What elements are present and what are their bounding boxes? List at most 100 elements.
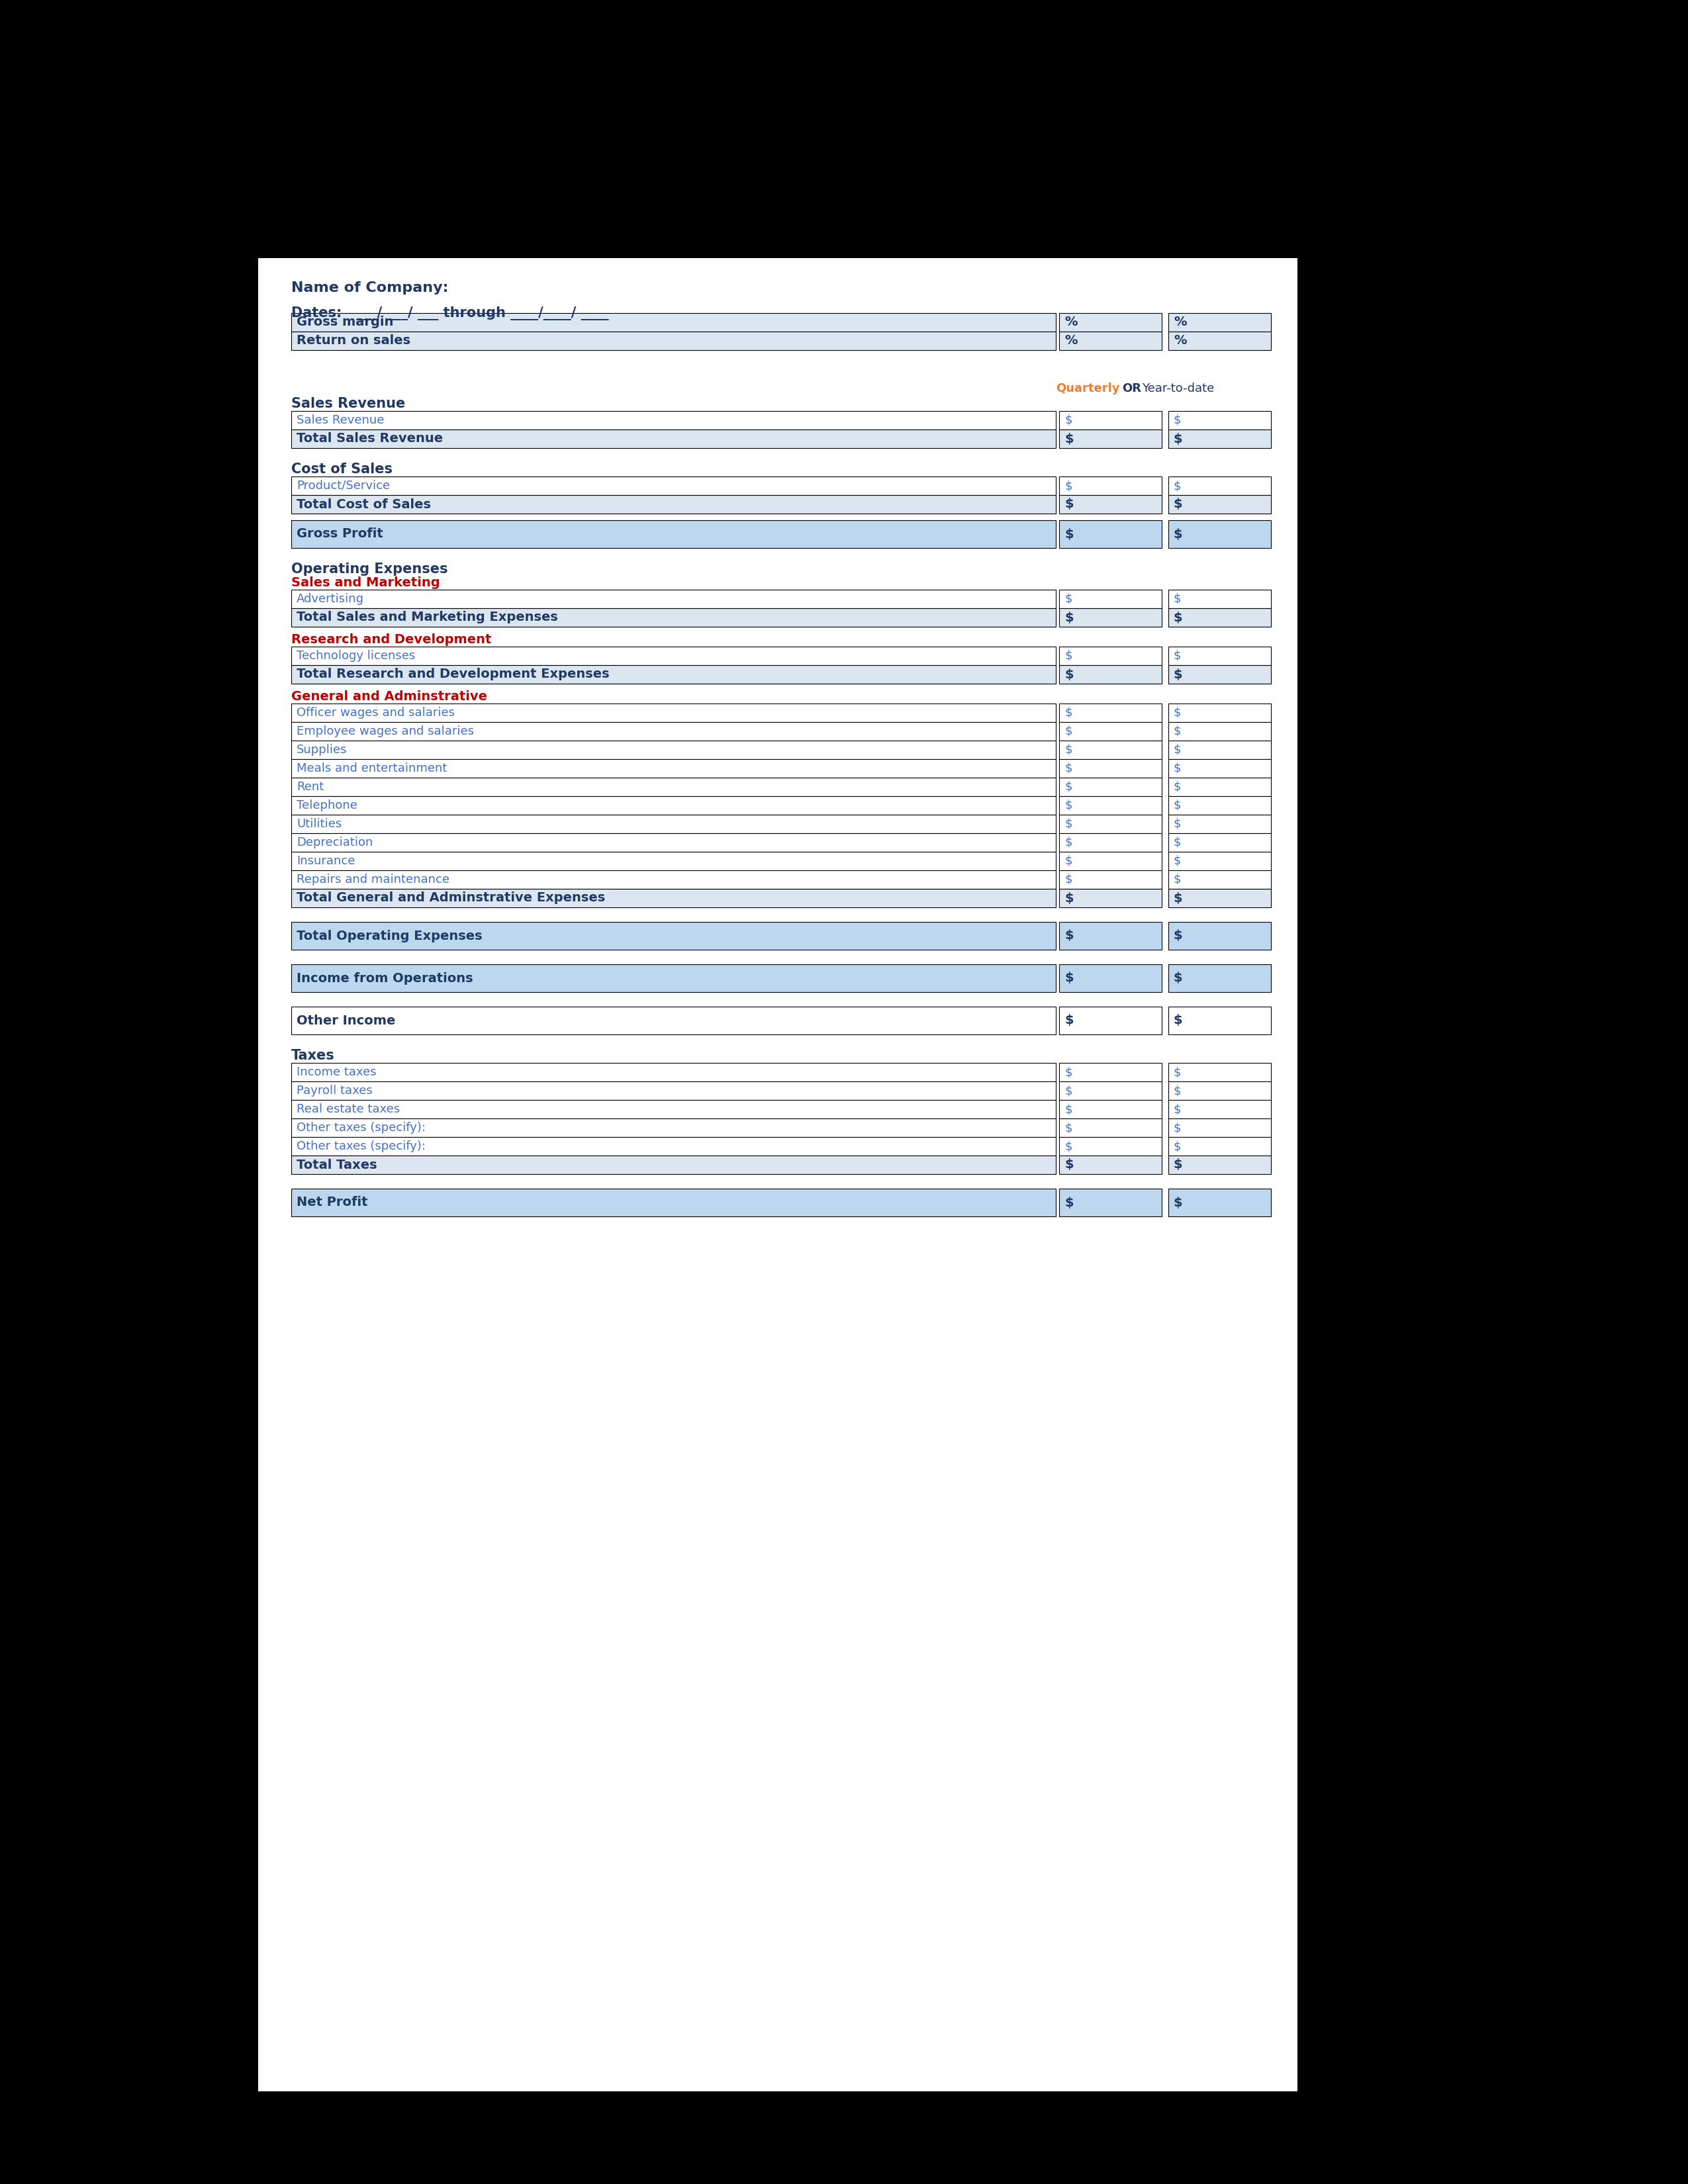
Bar [1168, 1101, 1271, 1118]
Bar [292, 1188, 1055, 1216]
Text: Insurance: Insurance [297, 856, 354, 867]
Text: Product/Service: Product/Service [297, 480, 390, 491]
Bar [1168, 590, 1271, 607]
Text: Telephone: Telephone [297, 799, 358, 812]
Bar [1058, 332, 1161, 349]
Text: $: $ [1173, 1123, 1182, 1133]
Text: Research and Development: Research and Development [292, 633, 491, 646]
Text: $: $ [1173, 612, 1183, 625]
Bar [1058, 520, 1161, 548]
Bar [292, 590, 1055, 607]
Bar [292, 607, 1055, 627]
Bar [292, 797, 1055, 815]
Text: Total Operating Expenses: Total Operating Expenses [297, 930, 483, 941]
Text: $: $ [1173, 498, 1183, 511]
Bar [1168, 740, 1271, 760]
Bar [1058, 1007, 1161, 1035]
Bar [1168, 852, 1271, 869]
Bar [1058, 411, 1161, 430]
Bar [1168, 922, 1271, 950]
Bar [292, 1064, 1055, 1081]
Bar [292, 703, 1055, 723]
Bar [292, 815, 1055, 834]
Text: Meals and entertainment: Meals and entertainment [297, 762, 447, 775]
Text: $: $ [1173, 799, 1182, 812]
Text: Supplies: Supplies [297, 745, 348, 756]
Text: $: $ [1065, 1123, 1072, 1133]
Bar [1168, 1138, 1271, 1155]
Text: $: $ [1173, 1085, 1182, 1096]
Bar [1058, 869, 1161, 889]
Text: $: $ [1065, 708, 1072, 719]
Text: $: $ [1065, 1140, 1072, 1153]
Bar [292, 1007, 1055, 1035]
Bar [1058, 1118, 1161, 1138]
Text: Utilities: Utilities [297, 819, 341, 830]
Text: $: $ [1065, 745, 1072, 756]
Text: $: $ [1173, 725, 1182, 738]
Bar [292, 922, 1055, 950]
Text: $: $ [1173, 891, 1183, 904]
Bar [1168, 312, 1271, 332]
Text: Depreciation: Depreciation [297, 836, 373, 847]
Bar [292, 965, 1055, 992]
Bar [1058, 778, 1161, 797]
Text: General and Adminstrative: General and Adminstrative [292, 690, 488, 703]
Bar [292, 740, 1055, 760]
Bar [1058, 607, 1161, 627]
Bar [1168, 411, 1271, 430]
Bar [1058, 590, 1161, 607]
Bar [292, 312, 1055, 332]
Text: $: $ [1065, 1158, 1074, 1171]
Text: Gross Profit: Gross Profit [297, 529, 383, 539]
Text: Year-to-date: Year-to-date [1141, 382, 1214, 395]
Bar [1058, 1155, 1161, 1175]
Text: Technology licenses: Technology licenses [297, 651, 415, 662]
Bar [1058, 1064, 1161, 1081]
Text: %: % [1173, 317, 1187, 328]
Text: $: $ [1173, 782, 1182, 793]
Text: $: $ [1173, 856, 1182, 867]
Text: Other taxes (specify):: Other taxes (specify): [297, 1123, 425, 1133]
Bar [1168, 869, 1271, 889]
Text: $: $ [1173, 594, 1182, 605]
Text: $: $ [1065, 762, 1072, 775]
Text: Officer wages and salaries: Officer wages and salaries [297, 708, 454, 719]
Text: Employee wages and salaries: Employee wages and salaries [297, 725, 474, 738]
Text: $: $ [1065, 498, 1074, 511]
Bar [292, 1118, 1055, 1138]
Text: Quarterly: Quarterly [1055, 382, 1119, 395]
Bar [292, 666, 1055, 684]
Text: OR: OR [1123, 382, 1141, 395]
Text: $: $ [1173, 1103, 1182, 1116]
Text: $: $ [1173, 1013, 1183, 1026]
Text: $: $ [1065, 651, 1072, 662]
Text: Dates:   ___/ ___/ ___ through ____/____/ ____: Dates: ___/ ___/ ___ through ____/____/ … [292, 306, 609, 321]
Text: Repairs and maintenance: Repairs and maintenance [297, 874, 449, 885]
Text: $: $ [1065, 1066, 1072, 1079]
Text: Real estate taxes: Real estate taxes [297, 1103, 400, 1116]
Bar [1058, 834, 1161, 852]
Text: $: $ [1065, 529, 1074, 539]
Bar [1168, 520, 1271, 548]
Bar [1168, 1188, 1271, 1216]
Text: $: $ [1173, 651, 1182, 662]
Text: Total Sales and Marketing Expenses: Total Sales and Marketing Expenses [297, 612, 559, 625]
Text: $: $ [1173, 745, 1182, 756]
Bar [292, 852, 1055, 869]
Text: $: $ [1065, 1085, 1072, 1096]
Text: $: $ [1065, 415, 1072, 426]
Text: $: $ [1173, 1158, 1183, 1171]
Text: Payroll taxes: Payroll taxes [297, 1085, 373, 1096]
Bar [292, 332, 1055, 349]
Bar [292, 476, 1055, 496]
Text: $: $ [1065, 725, 1072, 738]
Text: Other taxes (specify):: Other taxes (specify): [297, 1140, 425, 1153]
Bar [1168, 965, 1271, 992]
Text: $: $ [1065, 480, 1072, 491]
Bar [1168, 1155, 1271, 1175]
Text: $: $ [1065, 594, 1072, 605]
Text: Total Taxes: Total Taxes [297, 1158, 376, 1171]
Text: $: $ [1173, 972, 1183, 985]
Text: $: $ [1065, 612, 1074, 625]
